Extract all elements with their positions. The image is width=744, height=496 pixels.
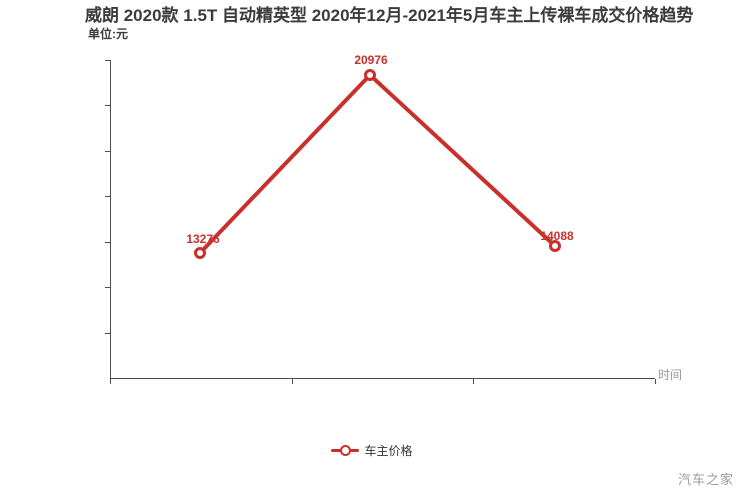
- data-point-marker[interactable]: [364, 69, 376, 81]
- data-point-label: 13276: [186, 232, 220, 246]
- chart-legend: 车主价格: [0, 440, 744, 460]
- y-axis-tick: [105, 333, 110, 334]
- chart-title: 威朗 2020款 1.5T 自动精英型 2020年12月-2021年5月车主上传…: [85, 6, 694, 25]
- data-point-marker[interactable]: [194, 247, 206, 259]
- y-axis-line: [110, 60, 111, 378]
- autohome-watermark: 汽车之家: [677, 472, 734, 487]
- x-axis-tick: [655, 379, 656, 384]
- legend-circle-marker-icon: [340, 444, 352, 456]
- x-axis-tick: [110, 379, 111, 384]
- legend-line-marker-icon: [331, 444, 360, 456]
- y-axis-tick: [105, 105, 110, 106]
- x-axis-title: 时间: [658, 368, 683, 382]
- data-point-label: 14088: [540, 229, 574, 243]
- y-axis-tick: [105, 151, 110, 152]
- legend-item-owner-price[interactable]: 车主价格: [331, 442, 413, 459]
- y-axis-unit-label: 单位:元: [88, 27, 128, 41]
- y-axis-tick: [105, 60, 110, 61]
- legend-label: 车主价格: [364, 443, 413, 458]
- series-line: [198, 73, 557, 255]
- x-axis-line: [110, 378, 655, 379]
- data-point-label: 20976: [354, 53, 388, 67]
- y-axis-tick: [105, 287, 110, 288]
- y-axis-tick: [105, 196, 110, 197]
- x-axis-tick: [473, 379, 474, 384]
- y-axis-tick: [105, 242, 110, 243]
- x-axis-tick: [292, 379, 293, 384]
- data-point-marker[interactable]: [549, 240, 561, 252]
